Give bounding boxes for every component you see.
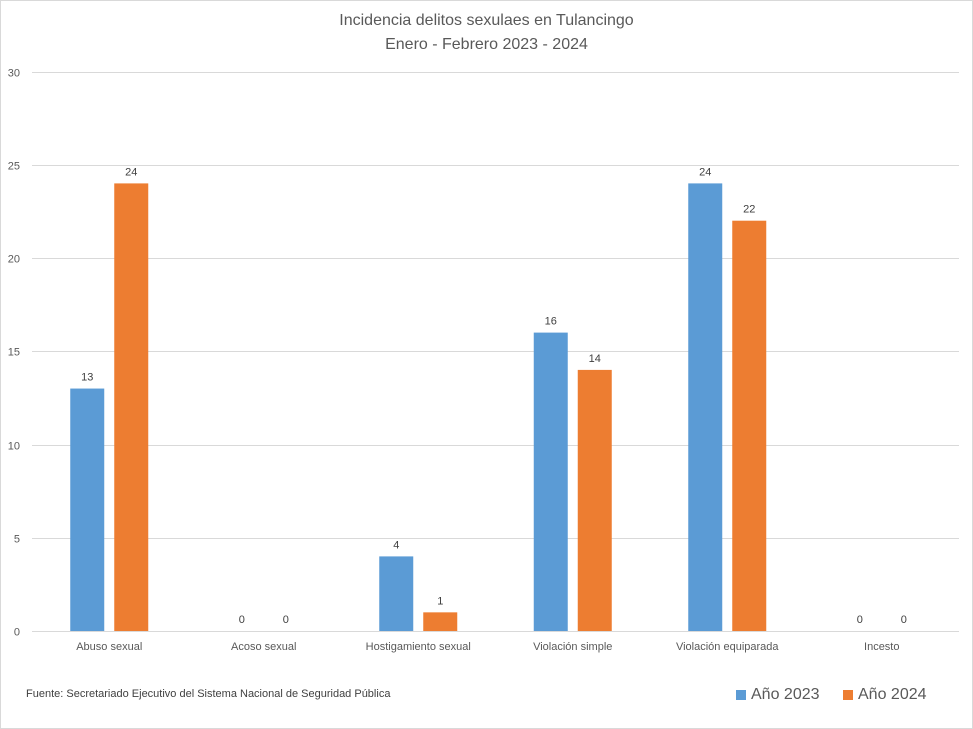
- data-label: 0: [239, 614, 245, 626]
- chart-subtitle: Enero - Febrero 2023 - 2024: [385, 36, 588, 53]
- y-tick-label: 0: [14, 627, 20, 639]
- chart-title: Incidencia delitos sexulaes en Tulancing…: [339, 12, 634, 29]
- y-tick-label: 15: [8, 347, 20, 359]
- y-tick-label: 20: [8, 254, 20, 266]
- source-note: Fuente: Secretariado Ejecutivo del Siste…: [26, 688, 391, 700]
- data-label: 0: [901, 614, 907, 626]
- legend-item-2024: Año 2024: [843, 686, 927, 704]
- y-tick-label: 25: [8, 161, 20, 173]
- bar: [423, 612, 458, 631]
- bar: [533, 332, 568, 631]
- legend-label-2024: Año 2024: [858, 686, 927, 703]
- x-tick-label: Abuso sexual: [76, 641, 142, 653]
- x-tick-label: Acoso sexual: [231, 641, 296, 653]
- legend-label-2023: Año 2023: [751, 686, 820, 703]
- data-label: 13: [81, 372, 93, 384]
- data-label: 22: [743, 204, 755, 216]
- x-tick-label: Violación equiparada: [676, 641, 779, 653]
- data-label: 14: [589, 353, 601, 365]
- data-label: 4: [393, 539, 399, 551]
- x-tick-label: Incesto: [864, 641, 899, 653]
- legend-item-2023: Año 2023: [736, 686, 820, 704]
- bar: [114, 183, 149, 631]
- legend-swatch-2024: [843, 690, 853, 700]
- x-tick-label: Hostigamiento sexual: [366, 641, 471, 653]
- data-label: 0: [283, 614, 289, 626]
- y-tick-label: 10: [8, 441, 20, 453]
- y-tick-label: 5: [14, 534, 20, 546]
- y-tick-label: 30: [8, 68, 20, 80]
- legend-swatch-2023: [736, 690, 746, 700]
- bar: [379, 556, 414, 631]
- bar: [732, 220, 767, 631]
- bar: [577, 369, 612, 631]
- data-label: 24: [125, 166, 137, 178]
- bar: [70, 388, 105, 631]
- data-label: 0: [857, 614, 863, 626]
- x-tick-label: Violación simple: [533, 641, 612, 653]
- data-label: 24: [699, 166, 711, 178]
- data-label: 1: [437, 595, 443, 607]
- bar: [688, 183, 723, 631]
- data-label: 16: [545, 316, 557, 328]
